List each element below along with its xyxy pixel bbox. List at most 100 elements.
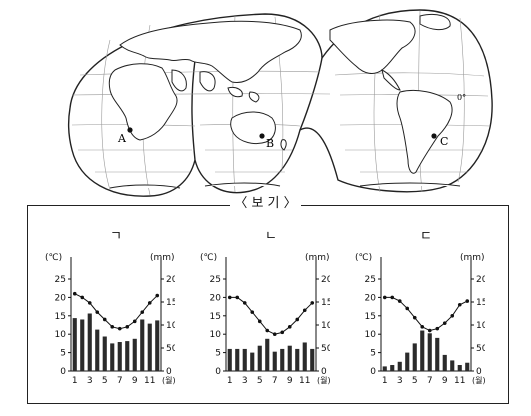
precip-bar xyxy=(125,341,130,371)
precip-unit-label: (mm) xyxy=(460,253,485,263)
temp-point xyxy=(272,332,277,336)
precip-tick-label: 0 xyxy=(476,367,482,377)
temp-point xyxy=(302,308,307,313)
temp-line xyxy=(384,296,468,332)
temp-tick-label: 25 xyxy=(55,275,66,285)
equator-label: 0° xyxy=(457,93,466,102)
precip-bar xyxy=(435,337,440,371)
precip-bar xyxy=(295,348,300,371)
temp-point xyxy=(465,299,470,303)
climograph-c: ㄷ(℃)(mm)25201510502001501005001357911(월) xyxy=(355,226,485,396)
world-map: A B C 0° xyxy=(67,9,493,197)
precip-tick-label: 100 xyxy=(476,321,485,331)
precip-bar xyxy=(390,365,395,371)
temp-point xyxy=(280,330,285,335)
temp-point xyxy=(147,301,152,305)
temp-tick-label: 0 xyxy=(60,367,66,377)
chart-title: ㄱ xyxy=(110,229,122,244)
precip-bar xyxy=(442,354,447,371)
precip-bar xyxy=(250,352,255,371)
precip-bar xyxy=(280,348,285,371)
chart-title: ㄴ xyxy=(265,229,277,244)
climograph-svg: ㄱ(℃)(mm)25201510502001501005001357911(월) xyxy=(45,229,175,386)
precip-bar xyxy=(80,319,85,371)
precip-tick-label: 0 xyxy=(321,367,327,377)
temp-tick-label: 10 xyxy=(210,330,222,340)
point-c-label: C xyxy=(440,135,448,148)
precip-bar xyxy=(102,336,107,371)
precip-bar xyxy=(147,323,152,371)
point-a-marker xyxy=(127,127,133,133)
month-tick-label: 1 xyxy=(227,376,233,386)
precip-tick-label: 100 xyxy=(321,321,330,331)
precip-tick-label: 50 xyxy=(476,344,485,354)
precip-tick-label: 200 xyxy=(476,275,485,285)
month-tick-label: 7 xyxy=(272,376,278,386)
chart-title: ㄷ xyxy=(420,229,432,244)
temp-tick-label: 20 xyxy=(210,293,222,303)
precip-bar xyxy=(132,338,137,371)
temp-tick-label: 10 xyxy=(55,330,67,340)
precip-unit-label: (mm) xyxy=(305,253,330,263)
precip-bar xyxy=(265,338,270,371)
month-tick-label: 7 xyxy=(117,376,123,386)
precip-tick-label: 150 xyxy=(166,298,175,308)
month-unit-label: (월) xyxy=(317,375,330,385)
temp-point xyxy=(80,295,85,300)
map-outline xyxy=(67,9,493,197)
precip-bar xyxy=(110,343,115,371)
precip-unit-label: (mm) xyxy=(150,253,175,263)
temp-tick-label: 10 xyxy=(365,330,377,340)
temp-tick-label: 15 xyxy=(210,312,221,322)
precip-bar xyxy=(310,348,315,371)
temp-point xyxy=(427,328,432,333)
temp-point xyxy=(235,295,240,300)
climograph-svg: ㄷ(℃)(mm)25201510502001501005001357911(월) xyxy=(355,229,485,386)
temp-point xyxy=(87,301,92,305)
month-tick-label: 11 xyxy=(144,376,155,386)
climograph-svg: ㄴ(℃)(mm)25201510502001501005001357911(월) xyxy=(200,229,330,386)
precip-bar xyxy=(87,313,92,371)
point-b-marker xyxy=(259,133,265,139)
precip-tick-label: 100 xyxy=(166,321,175,331)
temp-tick-label: 5 xyxy=(60,349,66,359)
temp-point xyxy=(95,310,100,314)
temp-point xyxy=(457,302,462,307)
month-unit-label: (월) xyxy=(472,375,485,385)
temp-point xyxy=(442,321,447,325)
month-tick-label: 1 xyxy=(382,376,388,386)
temp-point xyxy=(390,295,395,300)
temp-point xyxy=(250,310,255,314)
precip-bar xyxy=(235,348,240,371)
month-tick-label: 5 xyxy=(412,376,418,386)
temp-tick-label: 20 xyxy=(55,293,67,303)
landmasses xyxy=(108,13,461,189)
temp-line xyxy=(229,296,313,335)
temp-tick-label: 0 xyxy=(215,367,221,377)
precip-tick-label: 0 xyxy=(166,367,172,377)
precip-tick-label: 50 xyxy=(166,344,175,354)
temp-tick-label: 25 xyxy=(365,275,376,285)
temp-point xyxy=(287,325,292,329)
precip-bar xyxy=(382,366,387,371)
month-tick-label: 11 xyxy=(454,376,465,386)
precip-bar xyxy=(412,343,417,371)
precip-bar xyxy=(302,342,307,371)
temp-point xyxy=(102,317,107,322)
temp-point xyxy=(117,326,122,331)
precip-bar xyxy=(72,318,77,371)
temp-unit-label: (℃) xyxy=(45,253,62,263)
temp-point xyxy=(257,319,262,324)
month-tick-label: 1 xyxy=(72,376,78,386)
climograph-b: ㄴ(℃)(mm)25201510502001501005001357911(월) xyxy=(200,226,330,396)
bogi-title: 〈 보 기 〉 xyxy=(0,196,531,212)
month-tick-label: 9 xyxy=(132,376,138,386)
temp-unit-label: (℃) xyxy=(355,253,372,263)
temp-point xyxy=(265,328,270,333)
point-a-label: A xyxy=(117,132,127,145)
precip-bar xyxy=(287,345,292,371)
temp-line xyxy=(74,293,158,330)
temp-tick-label: 15 xyxy=(55,312,66,322)
precip-bar xyxy=(405,352,410,371)
temp-tick-label: 20 xyxy=(365,293,377,303)
